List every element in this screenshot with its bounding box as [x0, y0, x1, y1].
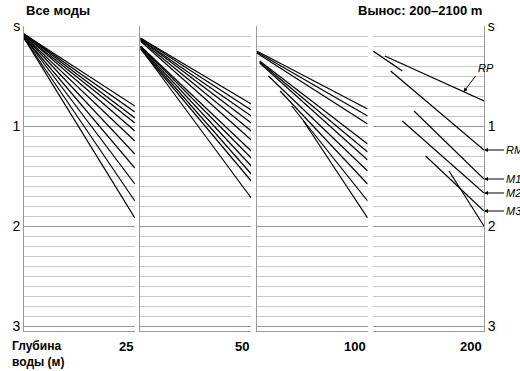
- svg-text:RP: RP: [478, 62, 494, 74]
- svg-text:50: 50: [235, 339, 249, 354]
- svg-text:25: 25: [119, 339, 133, 354]
- svg-text:RM: RM: [506, 144, 520, 156]
- svg-text:M2: M2: [506, 187, 520, 199]
- svg-text:3: 3: [488, 318, 496, 334]
- svg-text:100: 100: [344, 339, 366, 354]
- svg-text:M3: M3: [506, 205, 520, 217]
- svg-text:Глубинаводы (м): Глубинаводы (м): [12, 339, 64, 369]
- svg-text:1: 1: [488, 118, 496, 134]
- svg-text:M1: M1: [506, 173, 520, 185]
- svg-text:3: 3: [12, 318, 20, 334]
- svg-text:s: s: [488, 18, 495, 34]
- svg-text:s: s: [13, 18, 20, 34]
- svg-text:Вынос: 200–2100 m: Вынос: 200–2100 m: [358, 3, 482, 18]
- svg-text:200: 200: [460, 339, 482, 354]
- svg-text:1: 1: [12, 118, 20, 134]
- svg-text:2: 2: [488, 218, 496, 234]
- svg-text:2: 2: [12, 218, 20, 234]
- svg-text:Все моды: Все моды: [26, 3, 90, 18]
